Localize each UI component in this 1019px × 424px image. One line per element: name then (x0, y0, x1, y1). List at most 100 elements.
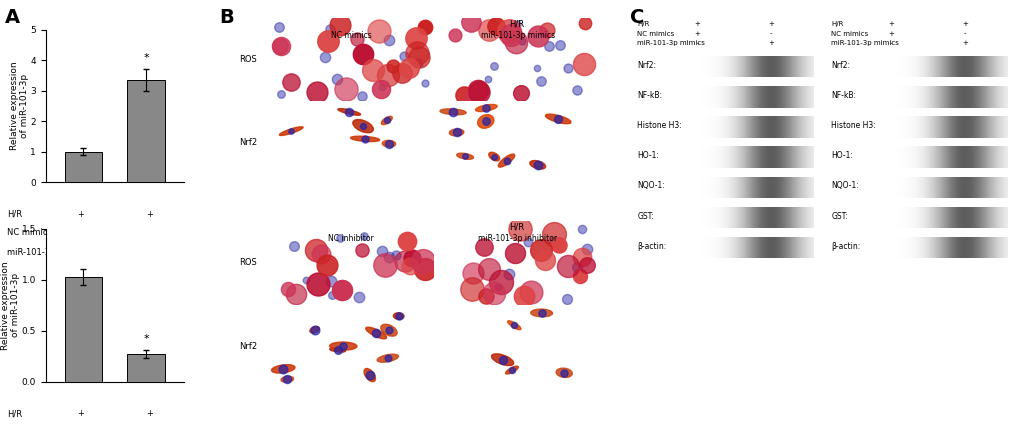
Text: +: + (888, 21, 894, 27)
Point (414, 258, 430, 265)
Text: +: + (961, 40, 967, 46)
Ellipse shape (353, 120, 373, 133)
Point (520, 239, 536, 246)
Point (373, 248, 389, 254)
Point (357, 136, 373, 142)
Point (466, 92, 482, 99)
Point (380, 327, 396, 334)
Point (569, 87, 585, 94)
Text: Nrf2: Nrf2 (238, 138, 257, 147)
Point (317, 54, 333, 61)
Ellipse shape (329, 342, 357, 350)
Point (508, 20, 525, 27)
Ellipse shape (529, 161, 545, 169)
Point (416, 80, 432, 87)
Point (272, 43, 288, 50)
Point (463, 285, 479, 292)
Text: B: B (219, 8, 233, 28)
Text: miR-101-3p mimics: miR-101-3p mimics (480, 31, 554, 39)
Text: +: + (76, 409, 84, 418)
Point (551, 42, 568, 49)
Point (298, 277, 314, 284)
Text: -: - (78, 248, 82, 257)
Ellipse shape (505, 366, 518, 374)
Ellipse shape (457, 153, 473, 159)
Point (272, 91, 288, 98)
Point (494, 356, 511, 363)
Point (455, 92, 472, 98)
Point (306, 326, 322, 333)
Point (416, 266, 432, 273)
Point (550, 241, 567, 248)
Point (319, 261, 335, 268)
Text: +: + (694, 31, 700, 36)
Text: NQO-1:: NQO-1: (637, 181, 664, 190)
Point (576, 20, 592, 27)
Text: +: + (767, 21, 773, 27)
Point (372, 85, 388, 92)
Text: +: + (694, 21, 700, 27)
Point (380, 37, 396, 44)
Point (488, 22, 504, 29)
Text: β-actin:: β-actin: (637, 242, 666, 251)
Text: -: - (769, 31, 771, 36)
Text: *: * (143, 334, 149, 344)
Point (572, 273, 588, 280)
Y-axis label: Relative expression
of miR-101-3p: Relative expression of miR-101-3p (9, 61, 29, 151)
Text: miR-101-3p mimics: miR-101-3p mimics (637, 40, 705, 46)
Ellipse shape (475, 104, 496, 112)
Text: Histone H3:: Histone H3: (637, 121, 682, 130)
Point (479, 76, 495, 83)
Bar (127, 354, 165, 382)
Point (309, 89, 325, 95)
Text: Nrf2:: Nrf2: (830, 61, 850, 70)
Point (492, 279, 508, 286)
Text: ROS: ROS (239, 258, 257, 267)
Point (333, 286, 350, 293)
Point (559, 64, 576, 71)
Text: +: + (767, 40, 773, 46)
Ellipse shape (448, 129, 464, 136)
Text: HO-1:: HO-1: (830, 151, 852, 160)
Bar (64, 152, 102, 182)
Text: H/R: H/R (7, 409, 22, 418)
Point (444, 109, 461, 115)
Point (393, 70, 410, 76)
Point (395, 53, 412, 60)
Point (486, 153, 502, 160)
Text: NC mimics: NC mimics (330, 31, 371, 39)
Ellipse shape (329, 348, 345, 352)
Point (338, 86, 355, 92)
Point (470, 88, 486, 95)
Point (355, 51, 371, 58)
Point (365, 67, 381, 73)
Point (500, 28, 517, 34)
Ellipse shape (555, 368, 572, 377)
Point (478, 105, 494, 112)
Point (477, 293, 493, 299)
Point (408, 35, 424, 42)
Text: HO-1:: HO-1: (637, 151, 658, 160)
Point (351, 294, 367, 301)
Point (374, 84, 390, 90)
Point (379, 72, 395, 79)
Point (505, 322, 522, 329)
Point (320, 37, 336, 44)
Point (532, 77, 548, 84)
Point (361, 372, 377, 379)
Point (279, 286, 296, 293)
Text: ROS: ROS (239, 55, 257, 64)
Point (321, 25, 337, 32)
Point (528, 65, 544, 72)
Point (398, 237, 415, 244)
Point (348, 36, 365, 43)
Text: NF-kB:: NF-kB: (830, 91, 856, 100)
Point (287, 291, 304, 298)
Point (380, 140, 396, 147)
Text: β-actin:: β-actin: (830, 242, 860, 251)
Point (329, 347, 345, 354)
Point (371, 28, 387, 35)
Point (502, 32, 519, 39)
Point (335, 343, 352, 349)
Point (549, 243, 566, 249)
